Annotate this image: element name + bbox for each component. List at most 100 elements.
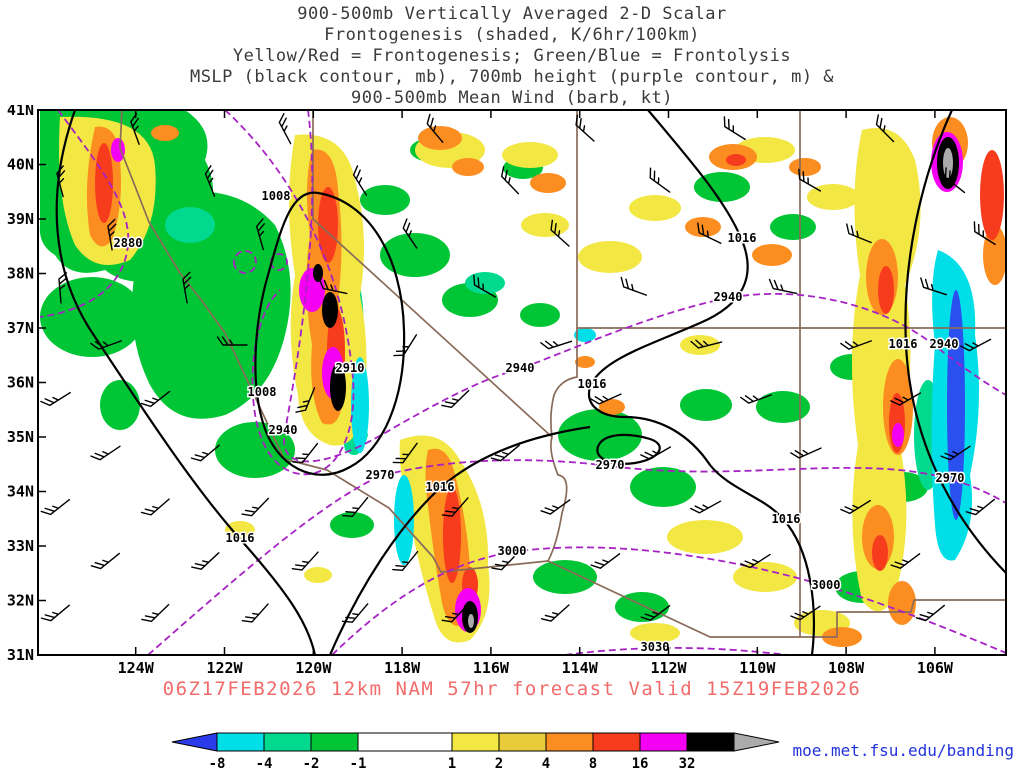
wind-barb <box>40 598 70 625</box>
wind-barb <box>90 546 121 573</box>
lat-tick-label: 33N <box>7 537 34 555</box>
lon-tick-label: 114W <box>562 659 599 677</box>
lon-tick-label: 112W <box>650 659 687 677</box>
shaded-region-orange <box>151 125 179 141</box>
shaded-region-green <box>756 391 810 423</box>
height-contour <box>147 459 1006 655</box>
shaded-region-yellow <box>733 562 797 592</box>
lat-tick-label: 37N <box>7 319 34 337</box>
shaded-region-red <box>95 143 113 223</box>
shaded-region-green <box>360 185 410 215</box>
shaded-region-orange <box>530 173 566 193</box>
colorbar-tick-label: -1 <box>350 756 367 768</box>
shaded-region-green <box>770 214 816 240</box>
height-contour <box>39 110 130 318</box>
contour-label-2940: 2940 <box>269 423 298 437</box>
lat-tick-label: 39N <box>7 210 34 228</box>
wind-barb <box>590 546 621 573</box>
shaded-region-gray <box>943 148 953 178</box>
frontogenesis-shading-layer <box>39 110 1006 647</box>
shaded-region-yellow <box>629 195 681 221</box>
shaded-region-cyan <box>351 357 369 453</box>
contour-label-1008: 1008 <box>248 385 277 399</box>
contour-label-2880: 2880 <box>114 236 143 250</box>
shaded-region-red <box>726 154 746 166</box>
colorbar-tick-label: 16 <box>632 756 649 768</box>
lat-tick-label: 35N <box>7 428 34 446</box>
wind-barb <box>292 437 319 468</box>
mslp-contours-layer <box>55 110 1006 655</box>
contour-label-2940: 2940 <box>930 337 959 351</box>
lon-tick-label: 116W <box>473 659 510 677</box>
height-contour <box>564 646 789 655</box>
shaded-region-green <box>558 409 642 461</box>
wind-barb <box>690 493 722 517</box>
wind-barb <box>540 598 570 626</box>
wind-barb <box>640 439 672 463</box>
mslp-contour <box>904 110 1006 574</box>
shaded-region-orange <box>752 244 792 266</box>
colorbar-arrow-right <box>733 732 780 752</box>
shaded-region-red <box>872 535 888 571</box>
contour-label-3030: 3030 <box>641 640 670 654</box>
shaded-region-red <box>443 487 461 583</box>
shaded-region-green <box>100 380 140 430</box>
plot-title: 900-500mb Vertically Averaged 2-D Scalar… <box>0 4 1024 109</box>
title-line-4: MSLP (black contour, mb), 700mb height (… <box>189 67 835 87</box>
state-border <box>312 110 568 562</box>
shaded-region-yellow <box>502 142 558 168</box>
contour-label-1016: 1016 <box>728 231 757 245</box>
wind-barb <box>241 598 269 627</box>
shaded-region-green <box>40 277 144 357</box>
shaded-region-gray <box>468 614 474 628</box>
height-contour <box>331 546 1006 655</box>
title-line-5: 900-500mb Mean Wind (barb, kt) <box>350 88 674 108</box>
shaded-region-yellow <box>851 128 921 612</box>
wind-barb <box>90 438 121 464</box>
wind-barb <box>790 440 822 461</box>
contour-label-2970: 2970 <box>366 468 395 482</box>
colorbar-cell <box>639 732 688 752</box>
wind-barb <box>40 385 71 409</box>
lon-tick-label: 106W <box>917 659 954 677</box>
colorbar-tick-label: -2 <box>303 756 320 768</box>
credit-url[interactable]: moe.met.fsu.edu/banding <box>792 741 1014 760</box>
height-contour <box>233 250 257 274</box>
shaded-region-red <box>980 150 1004 240</box>
shaded-region-yellow <box>521 213 569 237</box>
wind-barb <box>40 492 71 519</box>
shaded-region-yellow <box>667 520 743 554</box>
contour-label-1016: 1016 <box>578 377 607 391</box>
contour-label-2940: 2940 <box>506 361 535 375</box>
colorbar-cell <box>592 732 641 752</box>
contour-label-3000: 3000 <box>812 578 841 592</box>
shaded-region-red <box>878 266 894 314</box>
wind-barb <box>441 384 470 412</box>
shaded-region-green <box>680 389 732 421</box>
colorbar-scale: -8 -4 -2 -1 1 2 4 8 16 32 <box>171 732 780 768</box>
colorbar-cell <box>451 732 500 752</box>
shaded-region-teal <box>465 272 505 294</box>
shaded-region-orange <box>599 399 625 415</box>
shaded-region-green <box>215 422 295 478</box>
colorbar-cell <box>686 732 735 752</box>
height-contour <box>283 110 1006 463</box>
wind-barb <box>617 276 650 296</box>
wind-barb <box>141 598 170 626</box>
shaded-region-green <box>380 233 450 277</box>
colorbar-cell <box>545 732 594 752</box>
lat-tick-label: 38N <box>7 265 34 283</box>
colorbar-tick-label: -8 <box>209 756 226 768</box>
wind-barb <box>140 492 170 520</box>
mslp-contour <box>55 110 317 655</box>
shaded-region-black <box>322 292 338 328</box>
shaded-region-magenta <box>111 138 125 162</box>
forecast-caption: 06Z17FEB2026 12km NAM 57hr forecast Vali… <box>162 678 862 700</box>
colorbar: -8 -4 -2 -1 1 2 4 8 16 32 <box>171 732 780 768</box>
wind-barb <box>645 167 676 193</box>
shaded-region-black <box>313 264 323 282</box>
colorbar-cell <box>498 732 547 752</box>
shaded-region-green <box>330 512 374 538</box>
lat-tick-label: 34N <box>7 483 34 501</box>
shaded-region-orange <box>888 581 916 625</box>
